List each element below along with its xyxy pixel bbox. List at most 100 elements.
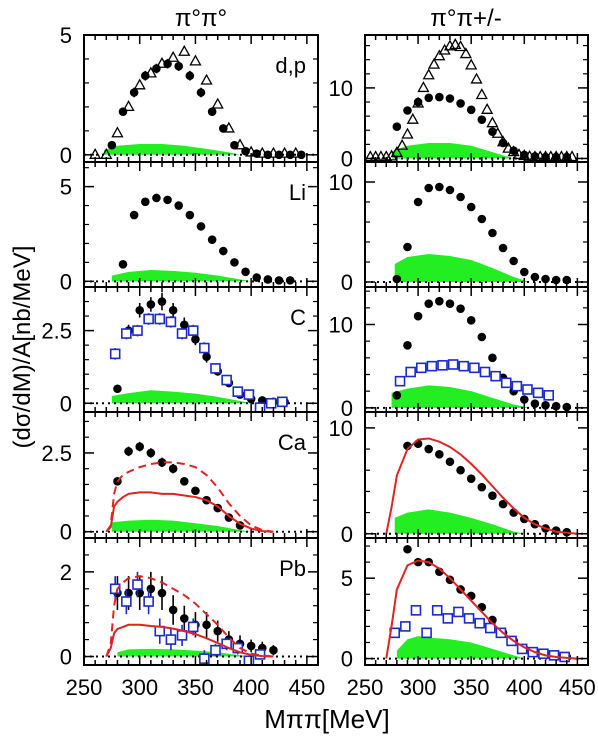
data-point-open-square bbox=[121, 328, 132, 339]
data-point-filled bbox=[456, 465, 465, 475]
data-point-filled bbox=[403, 242, 412, 252]
data-point-filled bbox=[246, 641, 256, 651]
data-point-open-square bbox=[121, 596, 132, 607]
data-point-open-square bbox=[410, 605, 422, 616]
data-point-filled bbox=[435, 182, 444, 192]
data-point-filled bbox=[207, 107, 217, 116]
panel-8: 0 2 Pb 250 300 350 400 450 bbox=[60, 537, 325, 700]
data-point-filled bbox=[196, 222, 206, 231]
data-point-open-square bbox=[463, 613, 475, 624]
y-tick-label: 10 bbox=[329, 170, 353, 195]
data-point-open-square bbox=[431, 605, 443, 616]
data-point-open-square bbox=[522, 384, 533, 395]
x-tick-label: 350 bbox=[177, 675, 214, 700]
x-tick-label: 300 bbox=[121, 675, 158, 700]
data-point-open-square bbox=[132, 325, 143, 336]
panel-plot-area bbox=[365, 544, 588, 663]
y-tick-label: 0 bbox=[60, 391, 72, 416]
data-point-filled bbox=[252, 273, 262, 282]
data-point-filled bbox=[392, 274, 402, 284]
data-point-filled bbox=[392, 391, 402, 400]
data-point-open-square bbox=[187, 621, 199, 633]
data-point-filled bbox=[179, 614, 189, 623]
panel-frame bbox=[83, 537, 319, 666]
data-point-open-triangle bbox=[406, 112, 419, 124]
data-point-open-triangle bbox=[565, 150, 579, 162]
data-point-filled bbox=[519, 267, 529, 277]
model-curve-solid bbox=[105, 491, 274, 533]
data-point-open-triangle bbox=[502, 141, 515, 153]
data-point-filled bbox=[191, 335, 200, 344]
data-point-open-triangle bbox=[459, 47, 472, 59]
data-point-filled bbox=[107, 140, 117, 150]
data-point-filled bbox=[392, 122, 402, 132]
data-point-open-triangle bbox=[454, 40, 467, 52]
model-curve-solid bbox=[385, 437, 578, 535]
data-point-filled bbox=[424, 444, 434, 454]
data-point-open-square bbox=[187, 325, 199, 336]
data-point-filled bbox=[551, 401, 561, 411]
panel-9: 0 5 250 300 350 400 450 bbox=[341, 537, 596, 700]
data-point-filled bbox=[129, 88, 139, 97]
y-tick-label: 5 bbox=[60, 175, 72, 200]
data-point-open-square bbox=[485, 622, 496, 634]
data-point-open-triangle bbox=[433, 49, 446, 61]
y-tick-label: 0 bbox=[60, 269, 72, 294]
data-point-filled bbox=[466, 202, 476, 212]
data-point-filled bbox=[413, 311, 423, 321]
data-point-filled bbox=[456, 99, 465, 108]
data-point-open-triangle bbox=[422, 68, 435, 80]
data-point-open-square bbox=[210, 644, 221, 656]
data-point-filled bbox=[129, 210, 139, 220]
data-point-filled bbox=[403, 341, 412, 350]
data-point-filled bbox=[168, 605, 178, 615]
data-point-open-square bbox=[109, 583, 121, 595]
data-point-open-square bbox=[532, 387, 544, 399]
panel-0: 0 5 d,p bbox=[60, 23, 319, 168]
model-curve-solid bbox=[385, 559, 578, 660]
data-point-open-square bbox=[221, 638, 232, 650]
band-area bbox=[104, 144, 240, 155]
data-point-open-square bbox=[426, 360, 438, 372]
y-tick-label: 0 bbox=[60, 520, 72, 545]
x-tick-label: 450 bbox=[288, 675, 325, 700]
panel-plot-area bbox=[84, 44, 318, 160]
data-point-filled bbox=[140, 197, 150, 207]
data-point-filled bbox=[424, 183, 434, 193]
x-tick-label: 300 bbox=[400, 675, 437, 700]
data-point-open-triangle bbox=[233, 138, 247, 150]
y-tick-label: 2.5 bbox=[41, 441, 72, 466]
data-point-filled bbox=[445, 299, 455, 308]
data-point-filled bbox=[185, 210, 195, 220]
y-tick-label: 2 bbox=[60, 560, 72, 585]
data-point-filled bbox=[413, 197, 423, 207]
data-point-filled bbox=[562, 275, 572, 285]
data-point-filled bbox=[124, 447, 133, 456]
x-tick-label: 450 bbox=[559, 675, 596, 700]
data-point-open-square bbox=[232, 386, 244, 397]
data-point-filled bbox=[174, 201, 184, 210]
data-point-filled bbox=[424, 299, 434, 308]
data-point-filled bbox=[477, 115, 487, 124]
panel-2: 0 5 Li bbox=[60, 161, 319, 294]
panel-plot-area bbox=[84, 292, 318, 412]
data-point-filled bbox=[185, 71, 195, 81]
data-point-filled bbox=[488, 353, 497, 363]
data-point-open-triangle bbox=[144, 66, 157, 78]
panel-3: 0 10 bbox=[329, 161, 589, 295]
data-point-filled bbox=[435, 450, 444, 459]
data-point-filled bbox=[435, 92, 444, 102]
data-point-open-square bbox=[543, 390, 555, 401]
data-point-open-square bbox=[165, 316, 177, 328]
data-point-open-square bbox=[495, 627, 507, 639]
data-point-open-triangle bbox=[411, 96, 425, 108]
data-point-open-square bbox=[210, 363, 221, 374]
data-point-open-square bbox=[165, 634, 177, 645]
y-tick-label: 5 bbox=[60, 23, 72, 48]
data-point-open-square bbox=[490, 370, 501, 382]
band-area bbox=[394, 254, 530, 282]
data-point-open-triangle bbox=[200, 73, 213, 85]
data-point-open-square bbox=[221, 374, 232, 386]
band-area bbox=[391, 142, 514, 159]
